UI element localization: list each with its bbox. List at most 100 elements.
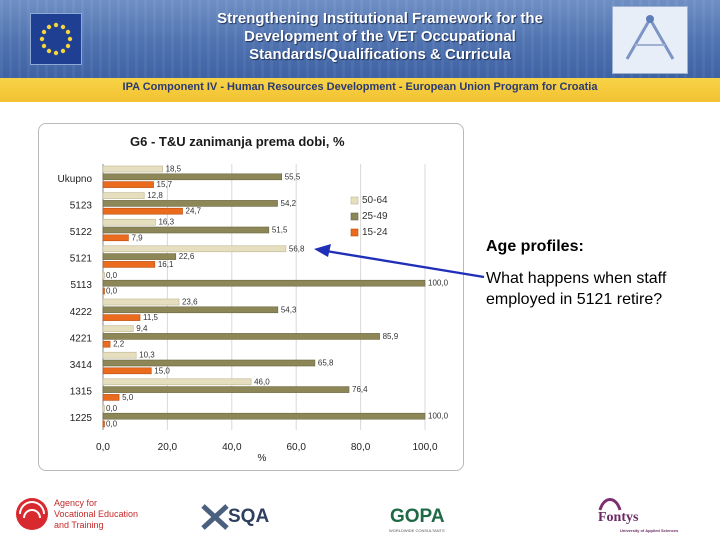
gopa-logo-text: GOPA	[390, 506, 445, 527]
bar-15-24	[102, 420, 105, 428]
banner-title-line-1: Strengthening Institutional Framework fo…	[217, 10, 543, 27]
category-label: 5113	[70, 280, 92, 291]
avet-line-1: Agency for	[54, 498, 98, 508]
avet-line-2: Vocational Education	[54, 509, 139, 519]
category-label: 1225	[70, 413, 93, 424]
eu-stars	[39, 22, 73, 56]
bar-15-24	[102, 181, 154, 188]
bar-25-49	[102, 226, 270, 234]
bar-50-64	[102, 245, 287, 253]
bar-value-label: 0,0	[106, 287, 118, 296]
bar-value-label: 76,4	[352, 385, 368, 394]
bar-15-24	[102, 367, 152, 375]
avet-logo-text: Agency for Vocational Education and Trai…	[54, 498, 138, 531]
bar-50-64	[102, 325, 134, 332]
bar-value-label: 15,0	[154, 366, 170, 375]
bar-25-49	[102, 412, 426, 420]
annotation-text: What happens when staff employed in 5121…	[486, 270, 667, 308]
bar-value-label: 9,4	[136, 324, 148, 333]
bar-25-49	[102, 386, 350, 393]
bar-50-64	[102, 298, 180, 306]
bar-15-24	[102, 340, 111, 348]
bar-15-24	[102, 234, 129, 242]
bar-value-label: 85,9	[383, 332, 399, 341]
banner-title-line-3: Standards/Qualifications & Curricula	[249, 46, 511, 63]
x-tick-label: 60,0	[286, 442, 306, 453]
category-label: 5123	[70, 200, 93, 211]
bar-25-49	[102, 333, 380, 340]
bar-50-64	[102, 378, 252, 386]
bar-50-64	[102, 351, 137, 359]
bar-value-label: 10,3	[139, 351, 155, 360]
bar-value-label: 16,3	[158, 218, 174, 227]
chart-x-ticks: 0,0 20,0 40,0 60,0 80,0 100,0	[96, 442, 438, 453]
footer-logos: Agency for Vocational Education and Trai…	[0, 488, 720, 540]
banner-title: Strengthening Institutional Framework fo…	[170, 10, 590, 64]
legend-label: 50-64	[362, 195, 388, 206]
project-logo-graphic	[625, 15, 675, 60]
chart-title: G6 - T&U zanimanja prema dobi, %	[130, 134, 345, 149]
annotation-title: Age profiles:	[486, 238, 584, 255]
bar-25-49	[102, 306, 279, 314]
bar-value-label: 54,2	[281, 199, 297, 208]
x-tick-label: 100,0	[412, 442, 437, 453]
x-tick-label: 0,0	[96, 442, 110, 453]
sqa-logo-icon	[200, 502, 230, 532]
bar-value-label: 0,0	[106, 404, 118, 413]
bar-15-24	[102, 287, 105, 295]
x-tick-label: 80,0	[351, 442, 371, 453]
bar-value-label: 2,2	[113, 340, 125, 349]
bar-value-label: 16,1	[158, 260, 174, 269]
fontys-logo-icon	[598, 494, 622, 512]
bar-value-label: 24,7	[186, 207, 202, 216]
gopa-logo-subtext: WORLDWIDE CONSULTANTS	[389, 528, 445, 533]
legend-label: 25-49	[362, 211, 388, 222]
annotation-block: Age profiles: What happens when staff em…	[486, 236, 706, 310]
bar-15-24	[102, 261, 156, 268]
bar-50-64	[102, 272, 105, 279]
bar-value-label: 55,5	[285, 172, 301, 181]
bar-50-64	[102, 192, 145, 199]
bar-15-24	[102, 314, 141, 321]
category-label: 1315	[70, 387, 93, 398]
x-axis-label: %	[258, 453, 267, 464]
bar-value-label: 56,8	[289, 244, 305, 253]
chart-bars	[102, 165, 426, 428]
category-label: 3414	[70, 360, 93, 371]
annotation-arrow	[314, 244, 485, 279]
bar-value-label: 54,3	[281, 305, 297, 314]
bar-value-label: 18,5	[166, 165, 182, 174]
bar-value-label: 22,6	[179, 252, 195, 261]
bar-value-label: 11,5	[143, 313, 159, 322]
legend-label: 15-24	[362, 227, 388, 238]
avet-line-3: and Training	[54, 520, 104, 530]
bar-value-label: 23,6	[182, 298, 198, 307]
bar-15-24	[102, 394, 120, 401]
sqa-logo-text: SQA	[228, 506, 270, 527]
bar-value-label: 51,5	[272, 226, 288, 235]
bar-value-label: 0,0	[106, 271, 118, 280]
header-banner: Strengthening Institutional Framework fo…	[0, 0, 720, 78]
sub-banner: IPA Component IV - Human Resources Devel…	[0, 78, 720, 102]
bar-15-24	[102, 207, 183, 215]
bar-50-64	[102, 218, 156, 226]
project-logo-icon	[612, 6, 688, 74]
bar-value-label: 65,8	[318, 359, 334, 368]
chart-legend: 50-64 25-49 15-24	[350, 195, 388, 238]
category-label: 4221	[70, 333, 93, 344]
category-label: 4222	[70, 307, 93, 318]
avet-logo-icon	[14, 496, 50, 532]
bar-50-64	[102, 165, 163, 173]
bar-25-49	[102, 253, 177, 260]
sub-banner-text: IPA Component IV - Human Resources Devel…	[122, 81, 598, 93]
bar-50-64	[102, 405, 105, 412]
bar-value-label: 100,0	[428, 412, 449, 421]
x-tick-label: 40,0	[222, 442, 242, 453]
bar-value-label: 0,0	[106, 420, 118, 429]
banner-title-line-2: Development of the VET Occupational	[244, 28, 516, 45]
category-label: Ukupno	[58, 174, 93, 185]
category-label: 5122	[70, 227, 93, 238]
eu-flag-icon	[30, 13, 82, 65]
legend-swatch	[350, 196, 359, 205]
